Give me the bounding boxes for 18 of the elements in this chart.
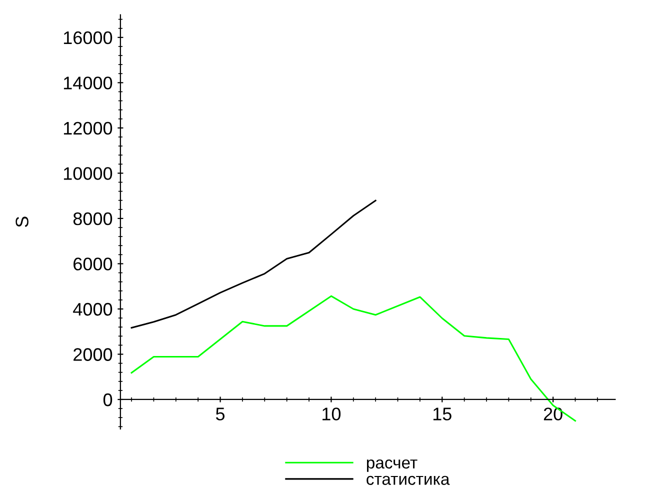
legend-label: статистика <box>366 476 450 485</box>
x-tick-label: 15 <box>433 408 452 420</box>
y-tick-label: 8000 <box>73 212 112 226</box>
line-series <box>130 295 576 422</box>
y-tick-label: 16000 <box>64 31 112 44</box>
x-tick-label: 20 <box>544 408 562 420</box>
y-tick-label: 10000 <box>64 167 112 180</box>
y-tick-label: 14000 <box>64 76 112 90</box>
x-tick-label: 10 <box>322 408 341 420</box>
y-tick-label: 2000 <box>74 348 112 361</box>
legend-label: расчет <box>366 459 418 472</box>
y-tick-label: 12000 <box>64 122 112 135</box>
y-axis-title: S <box>16 216 28 228</box>
line-series <box>130 200 376 329</box>
y-tick-label: 4000 <box>73 302 112 316</box>
y-tick-label: 0 <box>103 393 112 406</box>
y-tick-label: 6000 <box>74 258 112 270</box>
x-tick-label: 5 <box>216 408 225 420</box>
